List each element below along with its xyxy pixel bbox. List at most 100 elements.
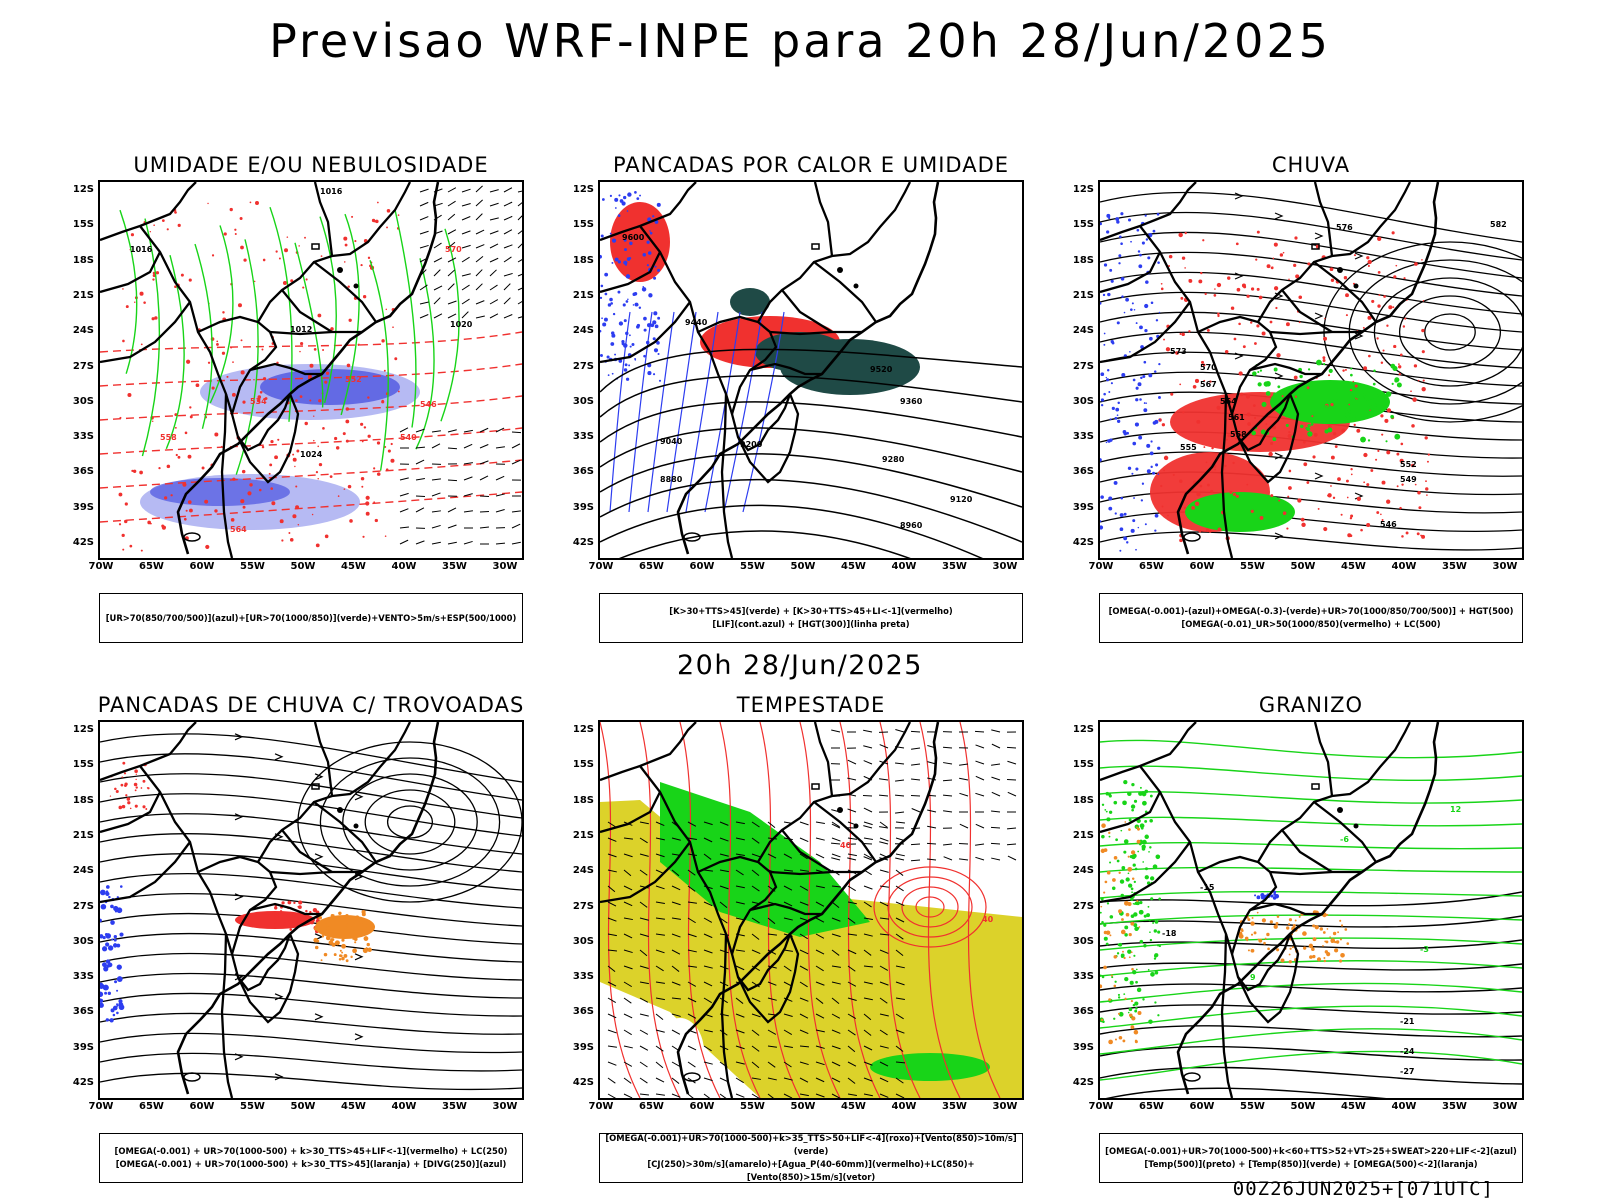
lon-tick-label: 45W	[341, 561, 366, 572]
legend-box: [OMEGA(-0.001)+UR>70(1000-500)+k<60+TTS>…	[1099, 1133, 1523, 1183]
contour-label: 582	[1490, 220, 1507, 229]
lat-tick-label: 18S	[72, 254, 94, 266]
lon-tick-label: 35W	[1442, 1101, 1467, 1112]
contour-label: 549	[1400, 475, 1417, 484]
contour-label: 1020	[450, 320, 473, 329]
map-graphic: 1016 1016 1012 1024 1020 570 564 558 552 546 540 53…	[100, 182, 522, 558]
legend-box: [OMEGA(-0.001)-(azul)+OMEGA(-0.3)-(verde…	[1099, 593, 1523, 643]
panel-title: GRANIZO	[1258, 693, 1364, 717]
lon-tick-label: 55W	[1240, 1101, 1265, 1112]
lon-tick-label: 30W	[1492, 1101, 1518, 1112]
contour-label: 1024	[300, 450, 323, 459]
contour-label: 8960	[900, 521, 923, 530]
lon-tick-label: 45W	[841, 561, 866, 572]
lon-tick-label: 60W	[189, 561, 215, 572]
lon-tick-label: 70W	[88, 561, 114, 572]
lon-tick-label: 70W	[588, 561, 614, 572]
lat-tick-label: 12S	[1072, 184, 1094, 195]
contour-label: 576	[1336, 223, 1353, 232]
lat-tick-label: 12S	[72, 724, 94, 735]
legend-line: [OMEGA(-0.001) + UR>70(1000-500) + k>30_…	[114, 1146, 508, 1156]
contour-label: 573	[1170, 347, 1187, 356]
lon-tick-label: 50W	[290, 561, 316, 572]
panel-title: UMIDADE E/OU NEBULOSIDADE	[133, 153, 489, 177]
contour-label: 558	[1230, 430, 1247, 439]
legend-line: [LIF](cont.azul) + [HGT(300)](linha pret…	[712, 619, 910, 629]
lon-tick-label: 60W	[189, 1101, 215, 1112]
lat-tick-label: 42S	[72, 1077, 94, 1088]
lat-tick-label: 27S	[572, 360, 594, 372]
lat-tick-label: 33S	[72, 431, 94, 443]
legend-box: [OMEGA(-0.001) + UR>70(1000-500) + k>30_…	[99, 1133, 523, 1183]
lon-tick-label: 55W	[240, 561, 265, 572]
lon-tick-label: 35W	[442, 1101, 467, 1112]
lat-tick-label: 24S	[572, 325, 594, 337]
lat-tick-label: 21S	[572, 829, 594, 841]
lon-tick-label: 45W	[1341, 561, 1366, 572]
legend-line: [K>30+TTS>45](verde) + [K>30+TTS>45+LI<-…	[669, 606, 953, 616]
lon-tick-label: 65W	[639, 1101, 664, 1112]
legend-box: [K>30+TTS>45](verde) + [K>30+TTS>45+LI<-…	[599, 593, 1023, 643]
lon-tick-label: 50W	[1290, 1101, 1316, 1112]
lat-tick-label: 30S	[572, 935, 594, 947]
lat-tick-label: 36S	[1072, 466, 1094, 478]
contour-label: -18	[1162, 929, 1177, 938]
panel-title: CHUVA	[1271, 153, 1351, 177]
lat-tick-label: 27S	[72, 900, 94, 912]
lat-tick-label: 12S	[572, 184, 594, 195]
lat-tick-label: 39S	[72, 1041, 94, 1053]
lon-tick-label: 60W	[1189, 1101, 1215, 1112]
contour-label: 558	[160, 433, 177, 442]
legend-line: [OMEGA(-0.001)+UR>70(1000-500)+k<60+TTS>…	[1105, 1146, 1517, 1156]
lon-tick-label: 35W	[442, 561, 467, 572]
weather-map: 9600 9520 9440 9360 9280 9200 9120 9040 8960 8880	[598, 180, 1024, 560]
lat-tick-label: 33S	[72, 971, 94, 983]
lat-tick-label: 33S	[572, 431, 594, 443]
lat-tick-label: 18S	[572, 254, 594, 266]
contour-label: 12	[1450, 805, 1461, 814]
panel-title: PANCADAS POR CALOR E UMIDADE	[612, 153, 1010, 177]
lon-tick-label: 40W	[1391, 561, 1417, 572]
lon-tick-label: 65W	[639, 561, 664, 572]
lat-tick-label: 18S	[572, 794, 594, 806]
lat-tick-label: 42S	[1072, 537, 1094, 548]
contour-label: 570	[445, 245, 462, 254]
lat-tick-label: 39S	[72, 501, 94, 513]
contour-label: 9120	[950, 495, 973, 504]
lat-tick-label: 33S	[572, 971, 594, 983]
lat-tick-label: 36S	[72, 1006, 94, 1018]
run-timestamp: 00Z26JUN2025+[071UTC]	[1232, 1178, 1494, 1200]
lon-tick-label: 35W	[942, 561, 967, 572]
contour-label: 1016	[320, 187, 343, 196]
lon-tick-label: 50W	[790, 561, 816, 572]
lon-tick-label: 55W	[240, 1101, 265, 1112]
contour-label: 9600	[622, 233, 645, 242]
lat-tick-label: 27S	[1072, 900, 1094, 912]
lat-tick-label: 21S	[1072, 289, 1094, 301]
lat-tick-label: 30S	[72, 395, 94, 407]
lon-tick-label: 65W	[139, 561, 164, 572]
lat-tick-label: 36S	[572, 466, 594, 478]
contour-label: -27	[1400, 1067, 1414, 1076]
lon-tick-label: 40W	[391, 561, 417, 572]
contour-label: 9280	[882, 455, 905, 464]
lat-tick-label: 18S	[1072, 794, 1094, 806]
contour-label: 546	[420, 400, 437, 409]
lat-tick-label: 39S	[1072, 501, 1094, 513]
contour-label: 1012	[290, 325, 312, 334]
lat-tick-label: 27S	[1072, 360, 1094, 372]
legend-line: [OMEGA(-0.01)_UR>50(1000/850)(vermelho) …	[1181, 619, 1441, 629]
lat-tick-label: 39S	[1072, 1041, 1094, 1053]
lon-tick-label: 70W	[588, 1101, 614, 1112]
lon-tick-label: 45W	[841, 1101, 866, 1112]
lat-tick-label: 42S	[1072, 1077, 1094, 1088]
lon-tick-label: 30W	[1492, 561, 1518, 572]
contour-label: 561	[1228, 413, 1245, 422]
lat-tick-label: 15S	[1072, 759, 1094, 771]
lat-tick-label: 27S	[572, 900, 594, 912]
lon-tick-label: 60W	[689, 1101, 715, 1112]
lon-tick-label: 30W	[492, 561, 518, 572]
lon-tick-label: 65W	[139, 1101, 164, 1112]
lat-tick-label: 36S	[572, 1006, 594, 1018]
